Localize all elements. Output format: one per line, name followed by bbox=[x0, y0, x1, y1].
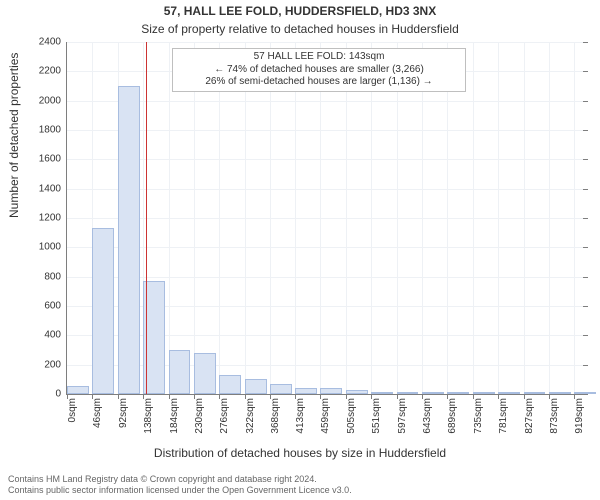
x-tick-label: 459sqm bbox=[320, 394, 331, 434]
x-tick-label: 413sqm bbox=[295, 394, 306, 434]
x-tick-label: 230sqm bbox=[194, 394, 205, 434]
y-tick-mark bbox=[583, 42, 588, 43]
x-tick-label: 322sqm bbox=[245, 394, 256, 434]
y-tick-label: 200 bbox=[44, 359, 61, 370]
gridline-v bbox=[169, 42, 170, 394]
y-tick-mark bbox=[583, 335, 588, 336]
gridline-v bbox=[473, 42, 474, 394]
x-tick-label: 919sqm bbox=[574, 394, 585, 434]
y-tick-label: 2400 bbox=[39, 37, 61, 48]
histogram-bar bbox=[92, 228, 114, 394]
gridline-v bbox=[371, 42, 372, 394]
y-tick-label: 600 bbox=[44, 301, 61, 312]
histogram-bar bbox=[524, 392, 546, 394]
y-tick-mark bbox=[583, 247, 588, 248]
x-tick-label: 643sqm bbox=[422, 394, 433, 434]
histogram-bar bbox=[473, 392, 495, 394]
histogram-bar bbox=[118, 86, 140, 394]
histogram-bar bbox=[194, 353, 216, 394]
y-tick-mark bbox=[583, 218, 588, 219]
annotation-line3: 26% of semi-detached houses are larger (… bbox=[179, 76, 459, 89]
histogram-bar bbox=[574, 392, 596, 394]
y-tick-mark bbox=[583, 306, 588, 307]
y-tick-label: 1200 bbox=[39, 213, 61, 224]
y-tick-mark bbox=[583, 277, 588, 278]
gridline-v bbox=[574, 42, 575, 394]
y-tick-label: 1000 bbox=[39, 242, 61, 253]
histogram-bar bbox=[320, 388, 342, 394]
y-tick-mark bbox=[583, 365, 588, 366]
x-tick-label: 138sqm bbox=[143, 394, 154, 434]
gridline-v bbox=[295, 42, 296, 394]
histogram-bar bbox=[295, 388, 317, 394]
y-tick-label: 2200 bbox=[39, 66, 61, 77]
gridline-v bbox=[320, 42, 321, 394]
chart-title-line2: Size of property relative to detached ho… bbox=[0, 22, 600, 36]
gridline-v bbox=[219, 42, 220, 394]
y-tick-label: 0 bbox=[55, 389, 61, 400]
chart-title-line1: 57, HALL LEE FOLD, HUDDERSFIELD, HD3 3NX bbox=[0, 4, 600, 18]
histogram-bar bbox=[397, 392, 419, 394]
gridline-v bbox=[422, 42, 423, 394]
y-tick-mark bbox=[583, 130, 588, 131]
gridline-v bbox=[346, 42, 347, 394]
y-tick-mark bbox=[583, 189, 588, 190]
x-tick-label: 873sqm bbox=[549, 394, 560, 434]
y-axis-label: Number of detached properties bbox=[7, 53, 21, 218]
annotation-box: 57 HALL LEE FOLD: 143sqm ← 74% of detach… bbox=[172, 48, 466, 92]
histogram-bar bbox=[169, 350, 191, 394]
x-tick-label: 827sqm bbox=[524, 394, 535, 434]
footer-line1: Contains HM Land Registry data © Crown c… bbox=[8, 474, 352, 485]
y-tick-label: 800 bbox=[44, 271, 61, 282]
gridline-v bbox=[245, 42, 246, 394]
x-tick-label: 689sqm bbox=[447, 394, 458, 434]
x-tick-label: 92sqm bbox=[118, 394, 129, 428]
histogram-bar bbox=[447, 392, 469, 394]
annotation-line2: ← 74% of detached houses are smaller (3,… bbox=[179, 64, 459, 77]
gridline-v bbox=[397, 42, 398, 394]
histogram-bar bbox=[498, 392, 520, 394]
x-axis-label: Distribution of detached houses by size … bbox=[0, 446, 600, 460]
x-tick-label: 46sqm bbox=[92, 394, 103, 428]
x-tick-label: 781sqm bbox=[498, 394, 509, 434]
x-tick-label: 184sqm bbox=[169, 394, 180, 434]
y-tick-mark bbox=[583, 101, 588, 102]
plot-area: 0200400600800100012001400160018002000220… bbox=[66, 42, 587, 395]
histogram-bar bbox=[549, 392, 571, 394]
gridline-v bbox=[549, 42, 550, 394]
gridline-v bbox=[447, 42, 448, 394]
y-tick-mark bbox=[583, 71, 588, 72]
x-tick-label: 551sqm bbox=[371, 394, 382, 434]
gridline-v bbox=[498, 42, 499, 394]
x-tick-label: 276sqm bbox=[219, 394, 230, 434]
histogram-bar bbox=[270, 384, 292, 394]
x-tick-label: 505sqm bbox=[346, 394, 357, 434]
histogram-bar bbox=[219, 375, 241, 394]
y-tick-label: 1800 bbox=[39, 125, 61, 136]
gridline-v bbox=[524, 42, 525, 394]
histogram-bar bbox=[371, 392, 393, 394]
y-tick-label: 1400 bbox=[39, 183, 61, 194]
x-tick-label: 368sqm bbox=[270, 394, 281, 434]
footer-line2: Contains public sector information licen… bbox=[8, 485, 352, 496]
y-tick-label: 1600 bbox=[39, 154, 61, 165]
y-tick-label: 2000 bbox=[39, 95, 61, 106]
y-tick-label: 400 bbox=[44, 330, 61, 341]
histogram-bar bbox=[422, 392, 444, 394]
x-tick-label: 597sqm bbox=[397, 394, 408, 434]
x-tick-label: 0sqm bbox=[67, 394, 78, 422]
y-tick-mark bbox=[583, 159, 588, 160]
annotation-line1: 57 HALL LEE FOLD: 143sqm bbox=[179, 51, 459, 64]
histogram-bar bbox=[346, 390, 368, 394]
footer-attribution: Contains HM Land Registry data © Crown c… bbox=[8, 474, 352, 496]
gridline-v bbox=[194, 42, 195, 394]
x-tick-label: 735sqm bbox=[473, 394, 484, 434]
property-marker-line bbox=[146, 42, 147, 394]
histogram-bar bbox=[245, 379, 267, 394]
histogram-bar bbox=[67, 386, 89, 394]
gridline-v bbox=[270, 42, 271, 394]
